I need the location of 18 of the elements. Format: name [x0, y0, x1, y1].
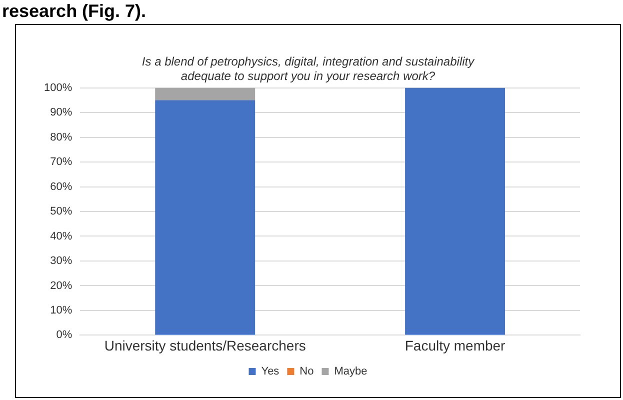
y-tick-label: 70% [50, 156, 72, 168]
x-tick-label: Faculty member [404, 337, 506, 354]
y-tick-label: 10% [50, 304, 72, 316]
y-tick-label: 0% [56, 329, 72, 342]
y-tick-label: 20% [50, 280, 72, 292]
y-tick-label: 30% [50, 255, 72, 268]
chart-title: Is a blend of petrophysics, digital, integration and sustainability adequate to support you in your research work? [142, 54, 476, 83]
y-tick-label: 100% [44, 82, 72, 94]
x-tick-label: University students/Researchers [104, 337, 306, 354]
text: research (Fig. 7). [2, 1, 146, 21]
y-tick-label: 80% [50, 131, 72, 144]
y-tick-label: 60% [50, 180, 72, 193]
legend-label: Yes [261, 366, 280, 378]
legend-label: Maybe [334, 366, 368, 378]
legend-label: No [300, 366, 314, 378]
y-tick-label: 90% [50, 106, 72, 119]
y-tick-label: 40% [50, 230, 72, 242]
y-tick-label: 50% [50, 206, 72, 218]
